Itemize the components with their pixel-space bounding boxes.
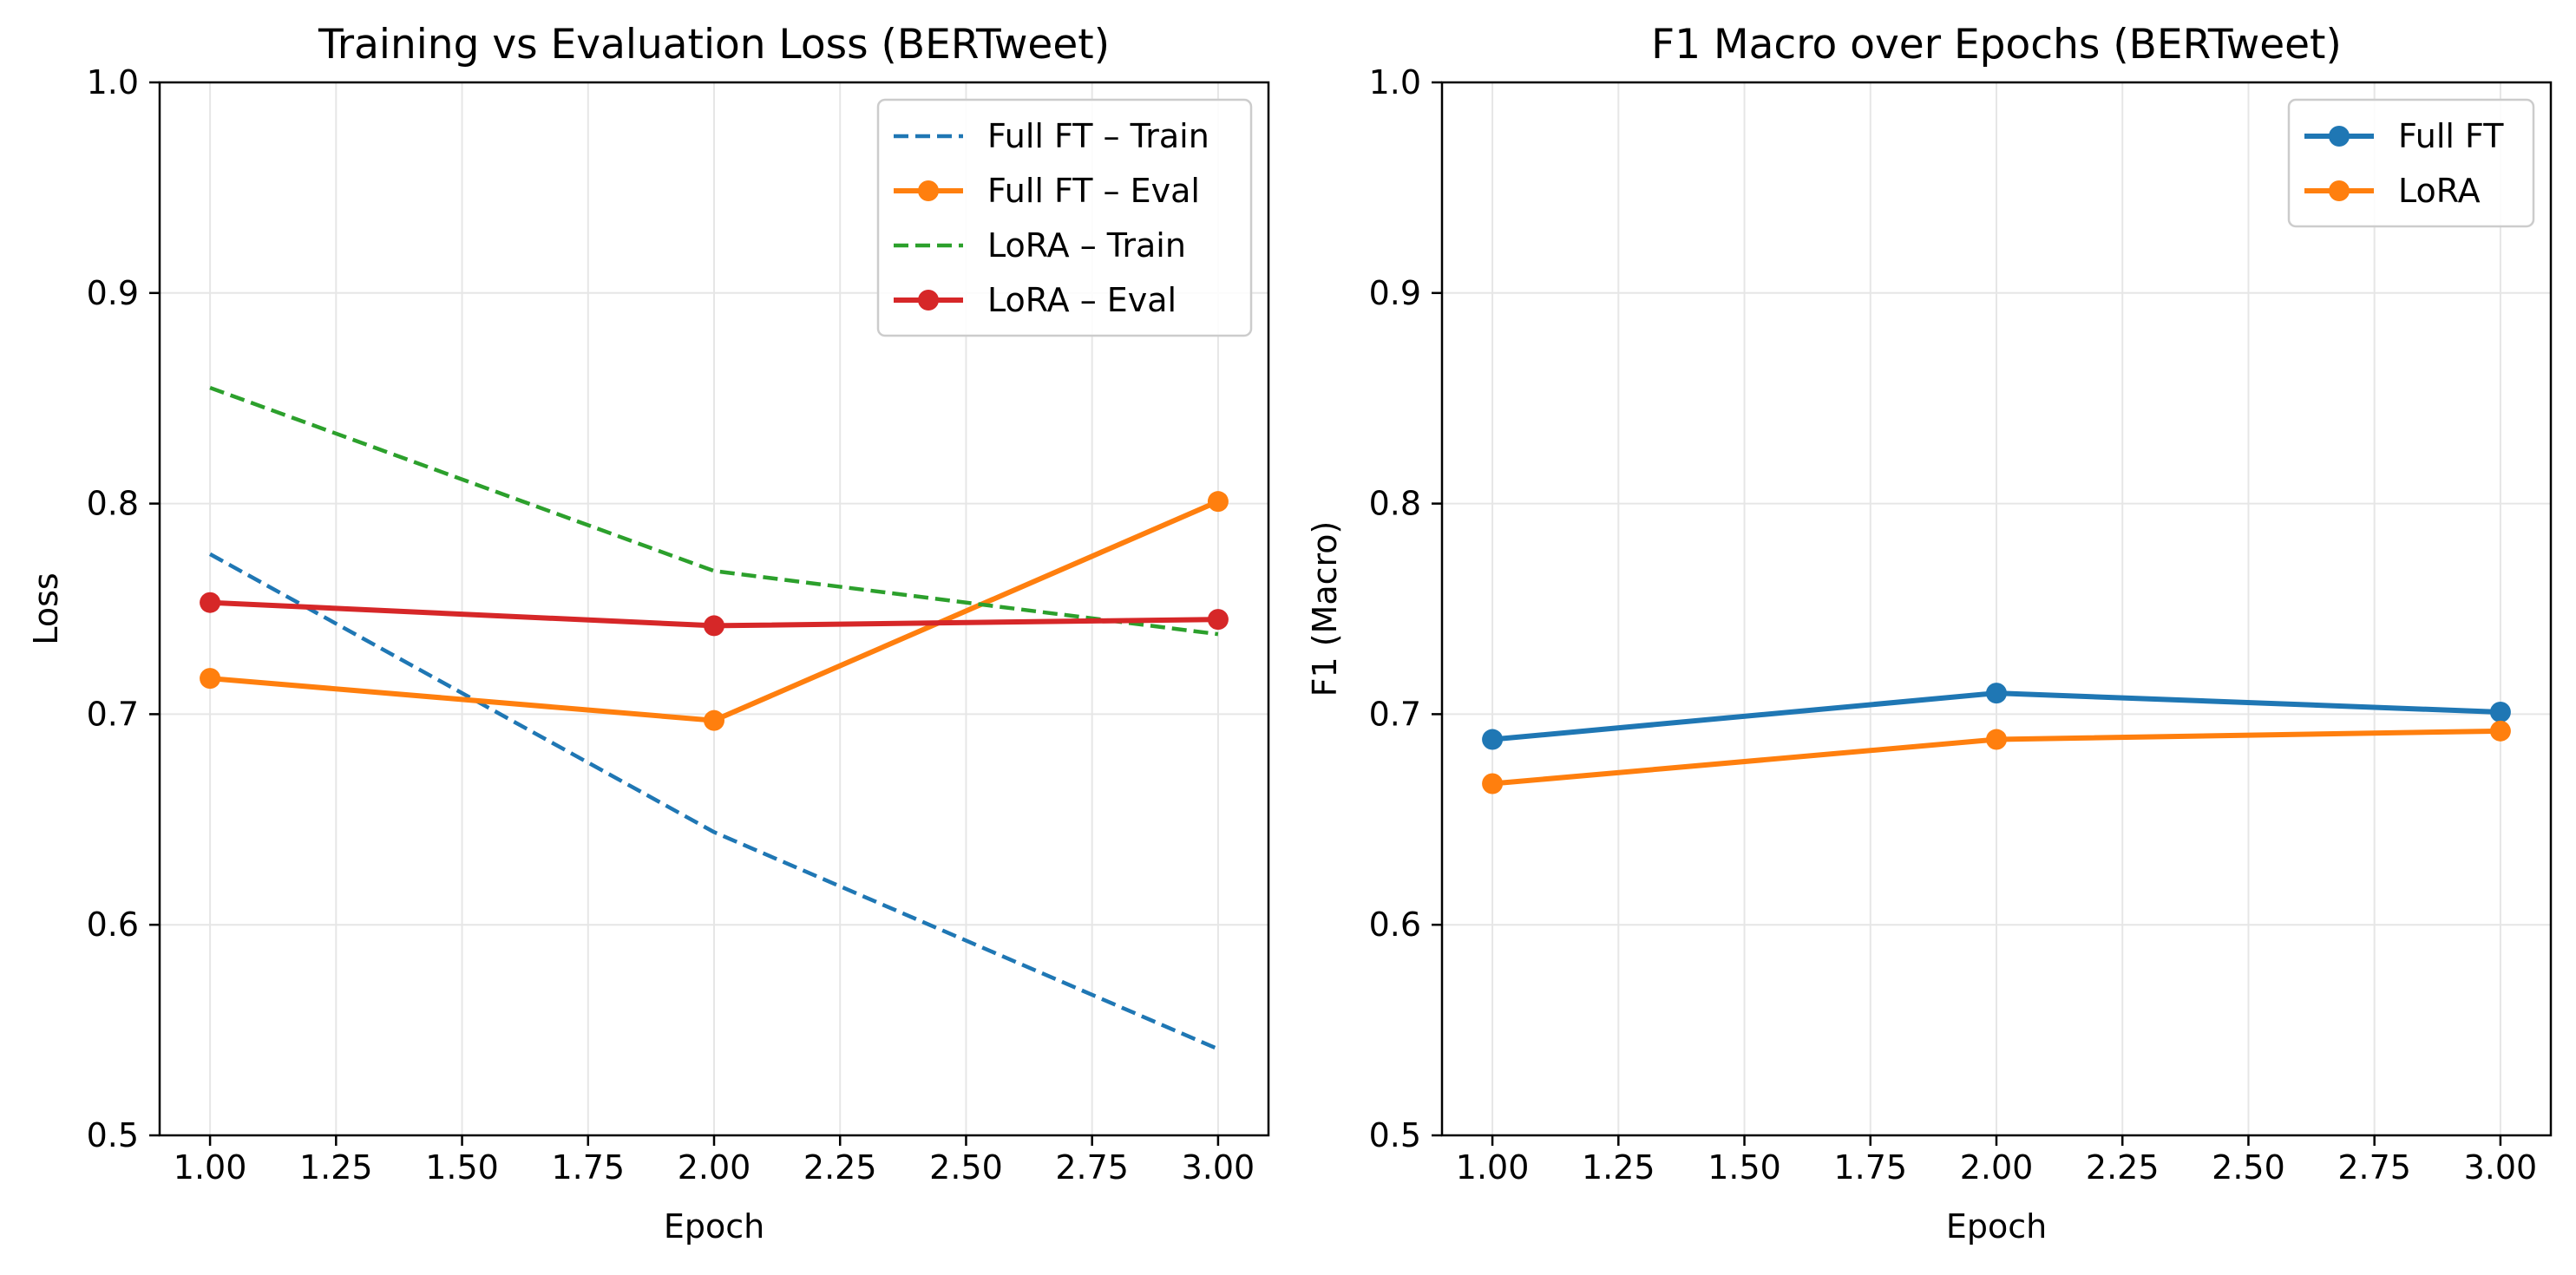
loss-x-axis-label: Epoch: [664, 1207, 764, 1246]
loss-legend: Full FT – Train Full FT – Eval LoRA – Trai…: [876, 98, 1253, 337]
loss-series-3-point: [704, 615, 724, 637]
f1-legend-marker-1: [2329, 180, 2350, 201]
f1-y-tick-label: 0.9: [1369, 274, 1421, 312]
loss-x-tick-label: 1.75: [551, 1148, 625, 1187]
f1-y-tick-label: 0.5: [1369, 1116, 1421, 1154]
loss-chart: 1.00 1.25 1.50 1.75 2.00 2.25 2.50 2.75 3.00 0.5 0…: [27, 21, 1270, 1246]
loss-series-line-2: [209, 385, 1219, 637]
f1-x-tick-label: 2.25: [2086, 1148, 2160, 1187]
f1-x-tick-label: 3.00: [2464, 1148, 2538, 1187]
loss-series-1-point: [704, 709, 724, 731]
f1-series-0-point: [1482, 729, 1504, 750]
loss-legend-box: [876, 98, 1253, 337]
loss-x-tick-label: 3.00: [1182, 1148, 1255, 1187]
f1-x-tick-label: 1.75: [1833, 1148, 1907, 1187]
loss-y-tick-label: 1.0: [87, 63, 139, 101]
f1-legend: Full FT LoRA: [2287, 98, 2535, 228]
f1-legend-box: [2287, 98, 2535, 228]
loss-x-tick-label: 1.00: [174, 1148, 247, 1187]
f1-series-0-point: [2489, 701, 2511, 722]
loss-legend-label-1: Full FT – Eval: [987, 172, 1200, 210]
f1-y-tick-label: 1.0: [1369, 63, 1421, 101]
loss-y-tick-label: 0.9: [87, 274, 139, 312]
f1-x-tick-label: 1.00: [1456, 1148, 1530, 1187]
f1-series-1-point: [1482, 773, 1504, 794]
f1-series-1-point: [1986, 729, 2007, 750]
loss-y-tick-label: 0.7: [87, 695, 139, 733]
loss-x-tick-label: 2.00: [678, 1148, 751, 1187]
f1-chart-title: F1 Macro over Epochs (BERTweet): [1651, 21, 2342, 69]
loss-series-3-point: [200, 592, 221, 613]
f1-y-axis-label: F1 (Macro): [1306, 521, 1344, 697]
loss-x-tick-label: 2.50: [929, 1148, 1003, 1187]
loss-y-tick-label: 0.5: [87, 1116, 139, 1154]
loss-x-tick-label: 1.25: [299, 1148, 373, 1187]
f1-x-tick-label: 1.50: [1708, 1148, 1781, 1187]
loss-legend-label-3: LoRA – Eval: [987, 281, 1177, 319]
f1-x-tick-label: 1.25: [1582, 1148, 1655, 1187]
loss-chart-title: Training vs Evaluation Loss (BERTweet): [318, 21, 1110, 69]
f1-chart: 1.00 1.25 1.50 1.75 2.00 2.25 2.50 2.75 3.00 0.5 0…: [1306, 21, 2553, 1246]
f1-y-tick-label: 0.6: [1369, 906, 1421, 944]
loss-series-1-point: [200, 668, 221, 690]
f1-legend-label-0: Full FT: [2398, 117, 2504, 155]
loss-y-axis-label: Loss: [27, 572, 65, 644]
f1-x-tick-label: 2.00: [1960, 1148, 2034, 1187]
f1-x-tick-label: 2.50: [2212, 1148, 2285, 1187]
f1-series-0-point: [1986, 683, 2007, 704]
loss-x-tick-label: 1.50: [425, 1148, 499, 1187]
loss-x-tick-label: 2.25: [803, 1148, 877, 1187]
loss-y-tick-label: 0.8: [87, 485, 139, 523]
loss-legend-marker-3: [918, 290, 939, 311]
loss-series-line-0: [209, 552, 1219, 1051]
f1-y-tick-label: 0.8: [1369, 485, 1421, 523]
loss-legend-label-0: Full FT – Train: [987, 117, 1209, 155]
loss-legend-label-2: LoRA – Train: [987, 226, 1186, 265]
f1-legend-marker-0: [2329, 126, 2350, 147]
loss-series-1-point: [1207, 491, 1229, 513]
f1-series-1-point: [2489, 720, 2511, 742]
loss-x-tick-label: 2.75: [1055, 1148, 1129, 1187]
loss-legend-marker-1: [918, 180, 939, 201]
loss-series-3-point: [1207, 609, 1229, 631]
f1-legend-label-1: LoRA: [2398, 172, 2481, 210]
f1-x-axis-label: Epoch: [1946, 1207, 2047, 1246]
f1-y-tick-label: 0.7: [1369, 695, 1421, 733]
f1-x-tick-label: 2.75: [2337, 1148, 2411, 1187]
loss-y-tick-label: 0.6: [87, 906, 139, 944]
